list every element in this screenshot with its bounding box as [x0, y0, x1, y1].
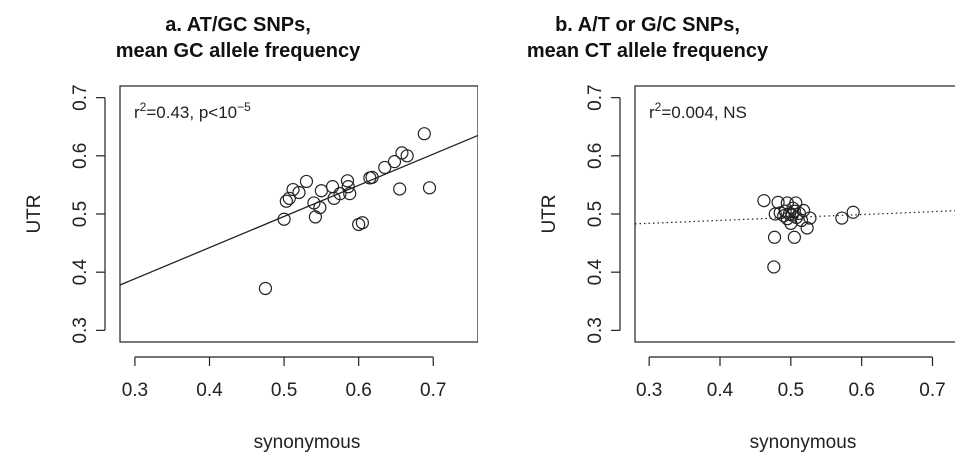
data-point [771, 195, 785, 209]
y-tick-label: 0.4 [70, 259, 91, 286]
data-point [365, 170, 379, 184]
y-tick-label: 0.6 [585, 143, 606, 169]
data-point [355, 216, 369, 230]
x-tick-label: 0.4 [707, 380, 734, 401]
y-tick-label: 0.5 [70, 201, 91, 227]
plot-frame [634, 85, 955, 343]
stat-annotation: r2=0.004, NS [649, 100, 747, 122]
data-point [313, 201, 327, 215]
x-tick-label: 0.7 [420, 380, 446, 401]
data-point [767, 230, 782, 244]
chart-subtitle: mean GC allele frequency [115, 40, 361, 62]
data-point [846, 205, 860, 219]
data-point [282, 191, 296, 205]
chart-subtitle: mean CT allele frequency [526, 40, 769, 62]
x-tick-label: 0.5 [271, 380, 297, 401]
data-point [333, 187, 347, 201]
data-point [299, 174, 314, 189]
fit-line [634, 210, 955, 225]
x-tick-label: 0.6 [345, 380, 371, 401]
data-point [279, 194, 293, 208]
x-axis-label: synonymous [750, 432, 857, 453]
plot-frame [119, 85, 478, 343]
y-tick-label: 0.3 [585, 317, 606, 343]
y-tick-label: 0.3 [70, 317, 91, 343]
y-tick-label: 0.7 [585, 84, 606, 110]
data-point [343, 187, 357, 201]
data-point [787, 230, 801, 244]
data-point [378, 160, 392, 175]
chart-title: b. A/T or G/C SNPs, [555, 14, 740, 36]
y-tick-label: 0.6 [70, 143, 91, 169]
y-axis-label: UTR [24, 194, 45, 233]
data-point [393, 182, 407, 196]
data-point [778, 204, 792, 218]
x-tick-label: 0.6 [848, 380, 874, 401]
data-point [800, 221, 814, 235]
chart-panel-a: a. AT/GC SNPs, mean GC allele frequency … [24, 14, 478, 453]
y-tick-label: 0.7 [70, 84, 91, 110]
data-point [757, 194, 771, 208]
x-tick-label: 0.4 [196, 380, 223, 401]
data-point [292, 185, 306, 200]
x-tick-label: 0.7 [919, 380, 945, 401]
data-point [422, 181, 437, 195]
data-point [803, 211, 817, 225]
data-point [417, 127, 431, 141]
data-point [767, 260, 781, 274]
data-point [340, 174, 355, 188]
scatter-plot-a: 0.3 0.4 0.5 0.6 0.7 0.3 0.4 0.5 0.6 0.7 synonymous… [24, 84, 478, 453]
stat-annotation: r2=0.43, p<10−5 [134, 100, 251, 122]
chart-title: a. AT/GC SNPs, [165, 14, 311, 36]
x-tick-label: 0.3 [122, 380, 148, 401]
data-point [835, 211, 849, 225]
x-tick-label: 0.5 [778, 380, 804, 401]
x-axis-label: synonymous [254, 432, 361, 453]
data-point [387, 155, 402, 169]
data-point [400, 149, 414, 163]
data-point [286, 182, 300, 197]
data-point [258, 281, 273, 296]
y-axis-label: UTR [539, 194, 560, 233]
y-tick-label: 0.5 [585, 201, 606, 227]
data-point [341, 180, 355, 194]
y-tick-label: 0.4 [585, 259, 606, 286]
x-tick-label: 0.3 [636, 380, 662, 401]
data-point [277, 212, 291, 226]
fit-line [119, 134, 478, 286]
